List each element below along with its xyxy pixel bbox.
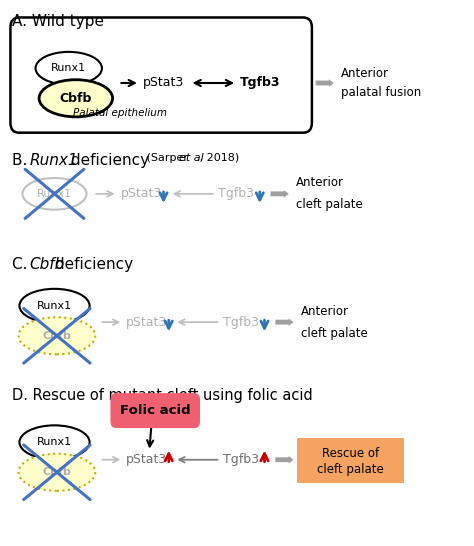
Text: Anterior: Anterior <box>341 67 389 80</box>
Text: palatal fusion: palatal fusion <box>341 86 421 99</box>
Text: pStat3: pStat3 <box>126 316 167 329</box>
FancyBboxPatch shape <box>10 17 312 133</box>
FancyBboxPatch shape <box>110 393 200 428</box>
Text: Cbfb: Cbfb <box>60 92 92 105</box>
FancyBboxPatch shape <box>297 438 404 483</box>
Ellipse shape <box>39 80 113 117</box>
Text: B.: B. <box>12 153 32 168</box>
Text: et al: et al <box>179 153 204 163</box>
Text: Runx1: Runx1 <box>37 437 72 447</box>
Text: Runx1: Runx1 <box>29 153 78 168</box>
Text: deficiency: deficiency <box>66 153 149 168</box>
Text: deficiency: deficiency <box>50 257 133 271</box>
Text: pStat3: pStat3 <box>143 76 184 90</box>
Text: ., 2018): ., 2018) <box>196 153 239 163</box>
Ellipse shape <box>18 317 95 354</box>
Text: Folic acid: Folic acid <box>120 404 191 417</box>
Text: Runx1: Runx1 <box>51 63 86 73</box>
Text: Cbfb: Cbfb <box>43 331 71 341</box>
Text: pStat3: pStat3 <box>126 453 167 466</box>
Ellipse shape <box>18 454 95 491</box>
Text: Anterior: Anterior <box>296 176 344 189</box>
Text: Anterior: Anterior <box>301 305 349 318</box>
Ellipse shape <box>19 425 90 459</box>
Text: D. Rescue of mutant cleft using folic acid: D. Rescue of mutant cleft using folic ac… <box>12 388 312 402</box>
Ellipse shape <box>36 52 102 85</box>
Ellipse shape <box>19 289 90 323</box>
Text: Tgfb3: Tgfb3 <box>240 76 281 90</box>
Text: A. Wild type: A. Wild type <box>12 14 104 28</box>
Text: (Sarper: (Sarper <box>143 153 191 163</box>
Text: Rescue of: Rescue of <box>322 447 379 460</box>
Text: Tgfb3: Tgfb3 <box>223 316 259 329</box>
Text: Runx1: Runx1 <box>37 189 72 199</box>
Text: Cbfb: Cbfb <box>29 257 64 271</box>
Text: Tgfb3: Tgfb3 <box>223 453 259 466</box>
Text: pStat3: pStat3 <box>120 187 162 200</box>
Text: cleft palate: cleft palate <box>296 198 363 211</box>
Text: Tgfb3: Tgfb3 <box>218 187 254 200</box>
Text: cleft palate: cleft palate <box>301 327 368 340</box>
Text: Runx1: Runx1 <box>37 301 72 311</box>
Text: C.: C. <box>12 257 32 271</box>
Text: Palatal epithelium: Palatal epithelium <box>73 109 167 118</box>
Ellipse shape <box>23 178 86 210</box>
Text: cleft palate: cleft palate <box>318 463 384 476</box>
Text: Cbfb: Cbfb <box>43 467 71 477</box>
